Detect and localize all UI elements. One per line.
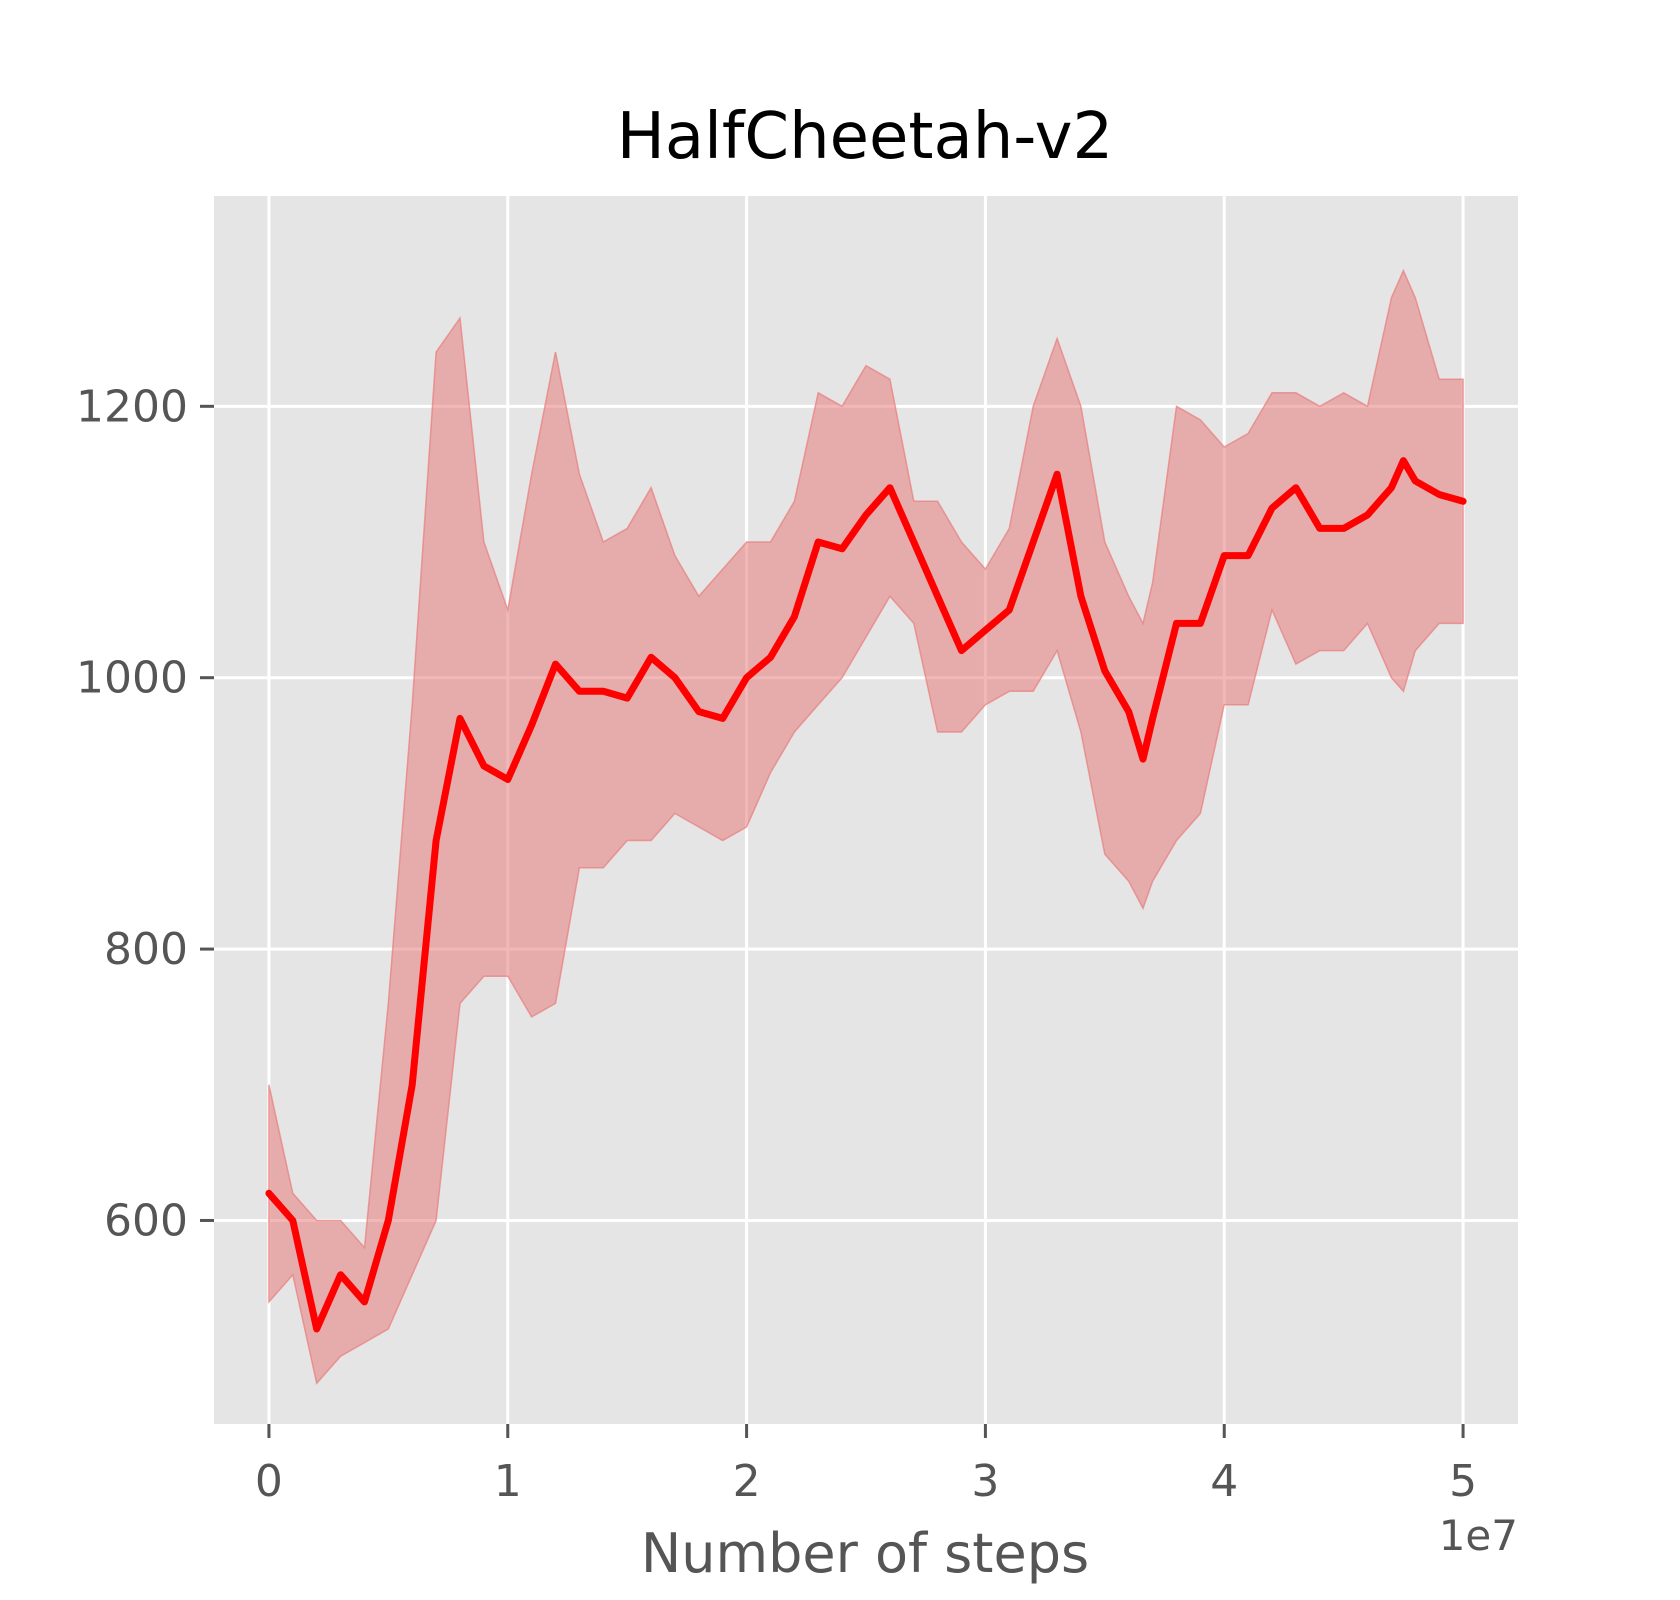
x-tick-label: 3 xyxy=(971,1456,999,1507)
y-tick-label: 1000 xyxy=(76,653,188,704)
y-tick-label: 600 xyxy=(104,1195,188,1246)
std-band-area xyxy=(268,268,1464,1385)
chart-title: HalfCheetah-v2 xyxy=(617,100,1114,174)
x-tick-label: 0 xyxy=(255,1456,283,1507)
x-axis-label: Number of steps xyxy=(641,1522,1089,1585)
mean-line-path xyxy=(265,457,1467,1333)
axis-ticks: 0 1 2 3 4 5 600 800 1000 1200 xyxy=(76,381,1477,1507)
x-axis-offset-label: 1e7 xyxy=(1439,1511,1518,1560)
x-tick-label: 4 xyxy=(1210,1456,1238,1507)
x-tick-label: 5 xyxy=(1449,1456,1477,1507)
y-tick-label: 800 xyxy=(104,924,188,975)
y-tick-label: 1200 xyxy=(76,381,188,432)
x-tick-label: 2 xyxy=(733,1456,761,1507)
mean-line xyxy=(265,457,1467,1333)
std-band xyxy=(268,268,1464,1385)
x-tick-label: 1 xyxy=(494,1456,522,1507)
